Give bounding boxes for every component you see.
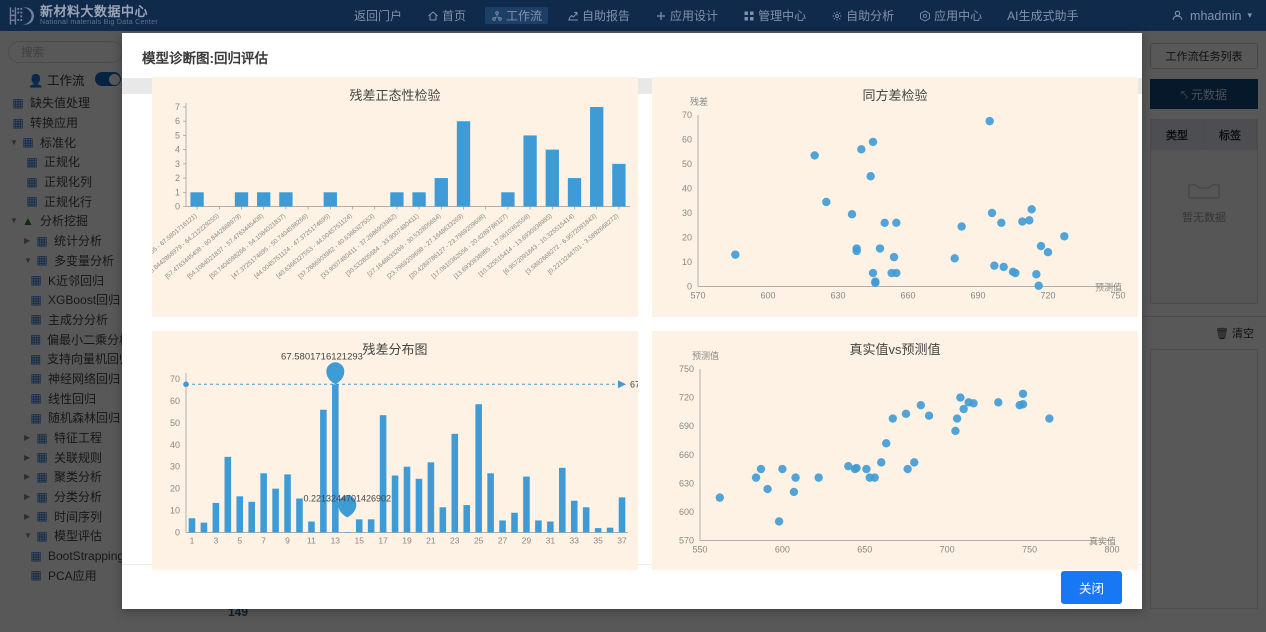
svg-text:0: 0 [175, 527, 180, 537]
svg-text:50: 50 [682, 159, 692, 169]
svg-text:660: 660 [679, 449, 694, 459]
svg-text:700: 700 [940, 544, 955, 554]
svg-text:60: 60 [682, 135, 692, 145]
svg-text:真实值: 真实值 [1089, 535, 1116, 546]
svg-text:30: 30 [682, 208, 692, 218]
svg-text:20: 20 [682, 233, 692, 243]
svg-text:9: 9 [285, 535, 290, 545]
svg-text:15: 15 [354, 535, 364, 545]
svg-text:27: 27 [498, 535, 508, 545]
svg-text:70: 70 [682, 110, 692, 120]
svg-text:40: 40 [170, 439, 180, 449]
svg-text:4: 4 [175, 145, 180, 155]
svg-text:10: 10 [682, 257, 692, 267]
svg-text:67.58: 67.58 [630, 379, 638, 389]
svg-text:11: 11 [307, 535, 316, 545]
svg-text:630: 630 [679, 478, 694, 488]
svg-text:570: 570 [690, 291, 705, 301]
svg-text:20: 20 [170, 483, 180, 493]
svg-text:3: 3 [175, 159, 180, 169]
svg-text:37: 37 [617, 535, 627, 545]
svg-text:35: 35 [593, 535, 603, 545]
svg-text:0: 0 [175, 202, 180, 212]
svg-text:25: 25 [474, 535, 484, 545]
svg-text:21: 21 [426, 535, 436, 545]
svg-text:720: 720 [679, 392, 694, 402]
svg-text:690: 690 [679, 421, 694, 431]
svg-text:29: 29 [522, 535, 532, 545]
svg-text:19: 19 [402, 535, 412, 545]
svg-text:7: 7 [261, 535, 266, 545]
svg-text:630: 630 [830, 291, 845, 301]
svg-text:3: 3 [213, 535, 218, 545]
svg-text:33: 33 [570, 535, 580, 545]
svg-text:1: 1 [190, 535, 195, 545]
svg-text:550: 550 [692, 544, 707, 554]
svg-text:40: 40 [682, 184, 692, 194]
svg-text:6: 6 [175, 116, 180, 126]
svg-text:5: 5 [175, 130, 180, 140]
svg-text:50: 50 [170, 417, 180, 427]
svg-text:17: 17 [378, 535, 388, 545]
svg-text:690: 690 [970, 291, 985, 301]
svg-text:750: 750 [679, 364, 694, 374]
svg-text:60: 60 [170, 395, 180, 405]
svg-text:0.2213244701426902: 0.2213244701426902 [303, 493, 391, 503]
svg-text:2: 2 [175, 173, 180, 183]
svg-text:23: 23 [450, 535, 460, 545]
svg-text:600: 600 [775, 544, 790, 554]
svg-text:31: 31 [546, 535, 556, 545]
svg-text:660: 660 [900, 291, 915, 301]
svg-text:5: 5 [237, 535, 242, 545]
svg-text:720: 720 [1040, 291, 1055, 301]
svg-text:600: 600 [760, 291, 775, 301]
svg-text:750: 750 [1022, 544, 1037, 554]
svg-text:10: 10 [170, 505, 180, 515]
svg-text:1: 1 [175, 187, 180, 197]
svg-text:650: 650 [857, 544, 872, 554]
svg-text:预测值: 预测值 [1095, 282, 1122, 293]
svg-text:30: 30 [170, 461, 180, 471]
svg-text:13: 13 [331, 535, 341, 545]
svg-text:70: 70 [170, 374, 180, 384]
svg-text:600: 600 [679, 506, 694, 516]
